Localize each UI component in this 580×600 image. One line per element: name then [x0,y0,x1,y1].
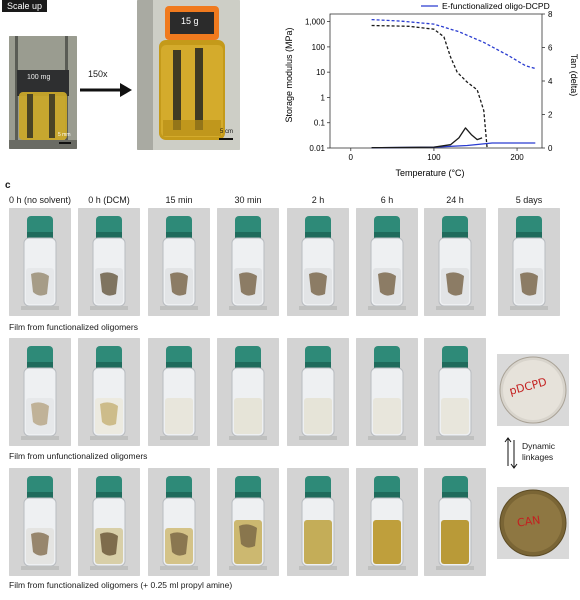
y-tick-label-left: 1,000 [305,18,326,27]
y-tick-label-left: 0.1 [314,119,326,128]
large-vial-illustration [137,0,240,150]
small-scalebar-label: 5 mm [58,132,71,138]
y-axis-label-left: Storage modulus (MPa) [284,27,294,122]
vial-illustration [217,338,279,446]
dma-chart: 0 100 200 1,000 100 10 1 0.1 0.01 8 6 4 2 0 Storage m… [284,1,579,178]
x-tick-label: 0 [349,153,354,162]
scale-up-arrow [80,83,132,97]
vial-photo [9,468,71,576]
vial-photo [78,208,140,316]
y-tick-label-left: 100 [312,43,326,52]
column-header: 6 h [380,195,394,205]
panel-c-label: c [5,180,11,191]
vial-photo [148,208,210,316]
can-disk-photo: pDCPD CAN [497,487,569,559]
vial-photo [287,338,349,446]
x-tick-label: 200 [510,153,524,162]
vial-photo [356,338,418,446]
row1-caption: Film from functionalized oligomers [9,322,138,332]
vial-illustration [287,468,349,576]
vial-photo [356,208,418,316]
y-tick-label-right: 6 [548,44,553,53]
y-tick-label-left: 0.01 [309,144,325,153]
y-tick-label-right: 2 [548,111,553,120]
vial-photo [217,338,279,446]
small-vial-label: 100 mg [27,74,51,81]
small-vial-photo: 100 mg 5 mm [9,36,77,149]
can-disk [499,489,567,557]
large-scalebar-label: 5 cm [220,129,234,135]
column-header: 5 days [515,195,543,205]
vial-photo [287,468,349,576]
pdcpd-disk-photo: pDCPD [497,354,569,426]
y-tick-label-right: 4 [548,77,553,86]
vial-illustration [424,338,486,446]
row2-caption: Film from unfunctionalized oligomers [9,451,148,461]
scale-up-badge: Scale up [2,0,48,12]
vial-illustration [287,208,349,316]
column-header: 2 h [311,195,325,205]
vial-illustration [356,338,418,446]
dynamic-linkage-arrows [504,437,518,469]
vial-illustration [498,208,560,316]
y-tick-label-right: 0 [548,144,553,153]
vial-illustration [9,338,71,446]
vial-illustration [217,468,279,576]
vial-photo [78,338,140,446]
vial-illustration [148,208,210,316]
column-header: 24 h [446,195,464,205]
vial-illustration [9,208,71,316]
vial-photo [148,468,210,576]
dynamic-label-2: linkages [522,452,554,462]
vial-illustration [287,338,349,446]
vial-photo [9,208,71,316]
column-header: 0 h (no solvent) [8,195,72,205]
series-line-0 [371,18,536,70]
vial-photo [424,208,486,316]
vial-photo [148,338,210,446]
y-tick-label-left: 1 [321,93,326,102]
column-header: 0 h (DCM) [88,195,130,205]
vial-illustration [78,338,140,446]
row3-caption: Film from functionalized oligomers (+ 0.… [9,580,233,590]
vial-photo [217,208,279,316]
vial-illustration [424,468,486,576]
vial-illustration [424,208,486,316]
y-tick-label-right: 8 [548,10,553,19]
vial-illustration [78,208,140,316]
scale-factor-label: 150x [88,69,108,79]
vial-photo [78,468,140,576]
series-line-1 [371,24,488,149]
x-axis-label: Temperature (°C) [395,168,464,178]
y-axis-label-right: Tan (delta) [569,54,579,97]
legend-label: E-functionalized oligo-DCPD [442,1,550,11]
small-vial-illustration [9,36,77,149]
x-tick-label: 100 [427,153,441,162]
vial-illustration [217,208,279,316]
vial-photo [217,468,279,576]
vial-illustration [78,468,140,576]
vial-photo [424,468,486,576]
dynamic-label-1: Dynamic [522,441,556,451]
vial-photo [424,338,486,446]
y-tick-label-left: 10 [316,68,325,77]
vial-illustration [356,468,418,576]
vial-photo [9,338,71,446]
vial-photo [498,208,560,316]
column-header: 15 min [165,195,193,205]
pdcpd-disk [499,356,567,424]
series-line-3 [371,127,483,149]
vial-illustration [356,208,418,316]
vial-photo [356,468,418,576]
column-header: 30 min [234,195,262,205]
vial-illustration [9,468,71,576]
large-vial-photo: 15 g 5 cm [137,0,240,150]
plot-frame [329,13,543,149]
large-vial-label: 15 g [181,16,199,26]
vial-illustration [148,338,210,446]
vial-photo [287,208,349,316]
vial-illustration [148,468,210,576]
